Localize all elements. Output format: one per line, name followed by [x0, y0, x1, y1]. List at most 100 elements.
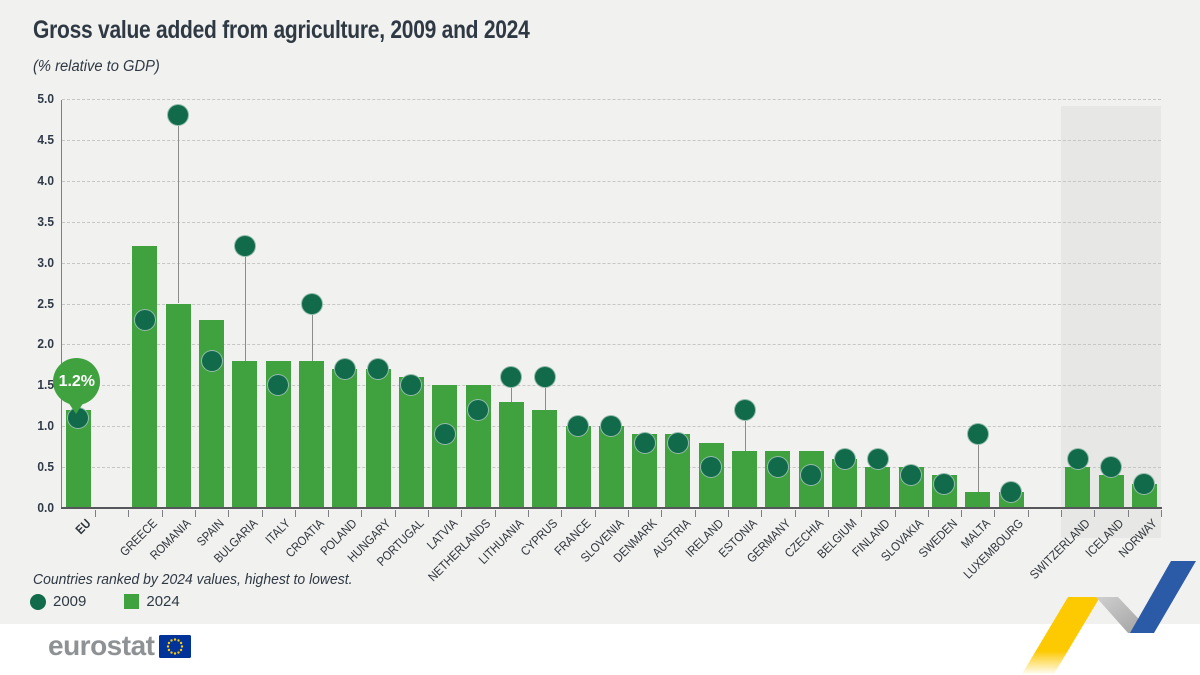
- y-axis-label-5.0: 5.0: [37, 91, 54, 106]
- stem-bulgaria: [244, 246, 246, 361]
- stem-romania: [178, 115, 180, 304]
- x-axis-tick: [494, 510, 496, 517]
- ribbon-yellow-stripe: [1022, 597, 1100, 674]
- bar-2024-malta: [965, 491, 991, 508]
- eu-callout-tail: [66, 398, 87, 414]
- stem-cyprus: [544, 377, 546, 410]
- bar-2024-poland: [332, 368, 358, 508]
- bar-2024-finland: [865, 467, 891, 508]
- dot-2009-poland: [333, 357, 356, 380]
- x-axis-tick: [228, 510, 230, 517]
- x-axis-tick: [894, 510, 896, 517]
- dot-2009-norway: [1133, 472, 1156, 495]
- bar-2024-switzerland: [1065, 467, 1091, 508]
- dot-2009-malta: [966, 423, 989, 446]
- ranking-note: Countries ranked by 2024 values, highest…: [33, 571, 353, 588]
- dot-2009-greece: [133, 308, 156, 331]
- y-axis-label-2.5: 2.5: [37, 295, 54, 311]
- gridline-2.5: [61, 303, 1161, 305]
- y-axis-label-4.0: 4.0: [37, 172, 54, 188]
- x-axis-tick: [328, 510, 330, 517]
- dot-2009-croatia: [300, 292, 323, 315]
- x-axis-tick: [1061, 510, 1062, 517]
- stem-croatia: [311, 303, 313, 361]
- gridline-3.0: [61, 262, 1161, 264]
- x-axis-line: [61, 507, 1162, 509]
- legend-2024-square-icon: [124, 594, 140, 609]
- x-axis-tick: [194, 510, 196, 517]
- x-axis-tick: [594, 510, 596, 517]
- x-axis-tick: [827, 510, 829, 517]
- dot-2009-belgium: [833, 447, 856, 470]
- dot-2009-italy: [267, 374, 290, 397]
- x-axis-tick: [794, 510, 796, 517]
- x-axis-tick: [994, 510, 996, 517]
- bar-2024-hungary: [365, 368, 391, 508]
- chart-subtitle: (% relative to GDP): [33, 58, 160, 75]
- footer: eurostat: [0, 624, 1200, 675]
- y-axis-label-1.0: 1.0: [37, 418, 54, 434]
- eurostat-logo: eurostat: [48, 630, 192, 661]
- bar-2024-france: [565, 426, 591, 508]
- bar-2024-bulgaria: [232, 360, 258, 508]
- x-axis-tick: [361, 510, 363, 517]
- dot-2009-austria: [666, 431, 689, 454]
- x-axis-tick: [661, 510, 663, 517]
- x-axis-tick: [1027, 510, 1029, 517]
- dot-2009-bulgaria: [233, 235, 256, 258]
- legend: 2009 2024: [30, 593, 180, 610]
- eu-flag-icon: [159, 634, 192, 658]
- x-axis-tick: [161, 510, 163, 517]
- dot-2009-lithuania: [500, 366, 523, 389]
- x-axis-tick: [1094, 510, 1096, 517]
- bar-2024-portugal: [398, 377, 424, 508]
- dot-2009-france: [567, 415, 589, 438]
- x-axis-tick: [428, 510, 430, 517]
- dot-2009-portugal: [400, 374, 423, 397]
- x-axis-tick: [761, 510, 763, 517]
- dot-2009-cyprus: [533, 366, 556, 389]
- stem-malta: [977, 434, 979, 492]
- y-axis-label-3.5: 3.5: [37, 213, 54, 229]
- x-axis-tick: [961, 510, 963, 517]
- bar-2024-greece: [132, 246, 158, 508]
- x-axis-tick: [861, 510, 863, 517]
- x-axis-tick: [927, 510, 929, 517]
- legend-2024-label: 2024: [146, 593, 180, 610]
- x-axis-tick: [394, 510, 396, 517]
- dot-2009-slovakia: [900, 464, 923, 487]
- bar-2024-estonia: [732, 450, 758, 508]
- bar-2024-romania: [165, 303, 191, 508]
- ribbon-decoration-icon: [1022, 561, 1196, 674]
- bar-2024-iceland: [1098, 475, 1124, 508]
- dot-2009-denmark: [633, 431, 656, 454]
- eurostat-wordmark: eurostat: [48, 630, 155, 661]
- bar-2024-slovenia: [598, 426, 624, 508]
- bar-2024-croatia: [299, 360, 324, 508]
- x-label-eu: EU: [72, 516, 94, 538]
- y-axis-line: [61, 100, 62, 508]
- dot-2009-ireland: [700, 456, 723, 479]
- y-axis-label-2.0: 2.0: [37, 336, 54, 352]
- dot-2009-iceland: [1100, 456, 1122, 479]
- x-axis-tick: [261, 510, 263, 517]
- bar-2024-cyprus: [532, 409, 558, 508]
- x-axis-tick: [1161, 510, 1162, 517]
- stem-estonia: [744, 409, 746, 451]
- x-axis-tick: [1127, 510, 1129, 517]
- legend-2009-circle-icon: [30, 593, 46, 610]
- bar-2024-spain: [199, 319, 224, 508]
- x-label-italy: ITALY: [262, 516, 294, 547]
- x-axis-tick: [628, 510, 629, 517]
- dot-2009-romania: [167, 104, 190, 127]
- dot-2009-luxembourg: [1000, 480, 1023, 503]
- y-axis-label-4.5: 4.5: [37, 131, 54, 147]
- x-axis-tick: [561, 510, 563, 517]
- gridline-4.5: [61, 139, 1161, 141]
- bar-2024-lithuania: [498, 401, 524, 508]
- dot-2009-estonia: [733, 398, 756, 421]
- legend-2009-label: 2009: [53, 593, 87, 610]
- y-axis-label-3.0: 3.0: [37, 254, 54, 270]
